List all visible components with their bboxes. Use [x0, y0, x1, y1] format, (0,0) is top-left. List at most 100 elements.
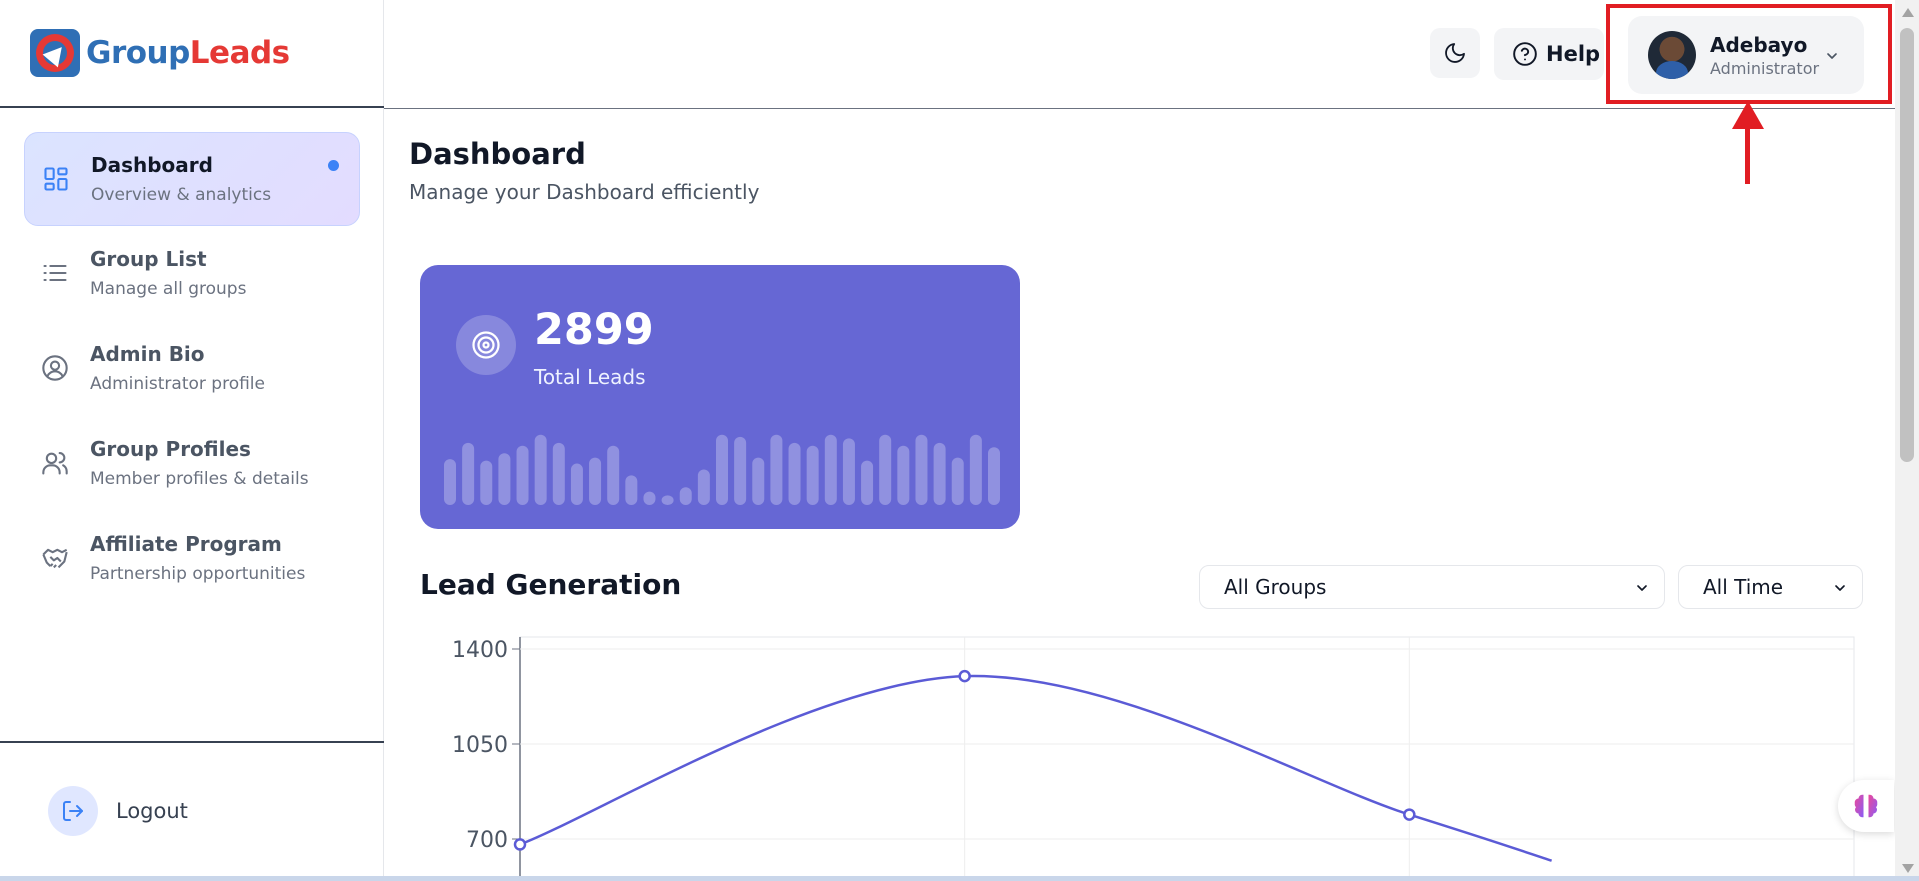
sparkline-bar: [480, 460, 493, 505]
user-name: Adebayo: [1710, 32, 1808, 57]
sparkline-bar: [716, 434, 728, 505]
user-menu-button[interactable]: Adebayo Administrator: [1628, 16, 1864, 94]
sidebar-item-title: Group Profiles: [90, 437, 251, 461]
sparkline-bar: [444, 459, 456, 505]
sidebar-item-affiliate-program[interactable]: Affiliate Program Partnership opportunit…: [24, 512, 360, 606]
main-content: Dashboard Manage your Dashboard efficien…: [384, 110, 1895, 881]
sparkline-bar: [679, 487, 692, 505]
logout-label: Logout: [116, 799, 188, 823]
sparkline-bar: [752, 457, 765, 505]
sparkline-bar: [462, 442, 475, 505]
sidebar-divider-bottom: [0, 741, 384, 743]
sparkline-bar: [534, 434, 547, 505]
user-circle-icon: [42, 355, 68, 381]
chart-y-tick-label: 1400: [452, 638, 508, 663]
brain-icon: [1854, 794, 1878, 818]
users-icon: [42, 452, 68, 475]
sidebar-item-title: Group List: [90, 247, 207, 271]
list-icon: [43, 264, 67, 282]
sparkline-bar: [607, 445, 620, 505]
sparkline-bar: [897, 445, 910, 505]
sidebar-item-title: Admin Bio: [90, 342, 205, 366]
theme-toggle-button[interactable]: [1430, 28, 1480, 78]
logout-button[interactable]: Logout: [48, 786, 188, 836]
vertical-scrollbar[interactable]: [1895, 0, 1919, 881]
sidebar: GroupLeads Dashboard Overview & analytic…: [0, 0, 384, 881]
page-subtitle: Manage your Dashboard efficiently: [409, 180, 760, 204]
active-indicator-dot: [328, 160, 339, 171]
chart-data-point[interactable]: [513, 838, 527, 851]
sidebar-item-subtitle: Overview & analytics: [91, 185, 272, 205]
sparkline-bar: [661, 495, 674, 505]
handshake-icon: [42, 548, 68, 569]
sparkline-bar: [788, 442, 801, 505]
page-title: Dashboard: [409, 137, 586, 171]
time-filter-value: All Time: [1703, 575, 1784, 599]
lead-generation-title: Lead Generation: [420, 568, 682, 601]
chart-series-line: [519, 674, 1553, 862]
sparkline-bar: [969, 434, 982, 505]
sidebar-item-title: Dashboard: [91, 153, 213, 177]
sidebar-item-group-list[interactable]: Group List Manage all groups: [24, 227, 360, 321]
sparkline-bar: [516, 445, 529, 505]
brand-name-part1: Group: [86, 35, 190, 71]
sidebar-item-subtitle: Partnership opportunities: [90, 564, 306, 584]
brand-name-part2: Leads: [189, 35, 290, 71]
chart-plot-frame: [519, 636, 1855, 881]
sparkline-bar: [915, 434, 928, 505]
group-filter-select[interactable]: All Groups: [1199, 565, 1665, 609]
sparkline-bar: [951, 457, 964, 505]
sparkline-bar: [643, 491, 656, 505]
sparkline-bar: [498, 453, 511, 505]
leads-sparkline: [444, 434, 1000, 505]
chart-data-point[interactable]: [1403, 808, 1416, 821]
scrollbar-thumb[interactable]: [1900, 28, 1914, 462]
sparkline-bar: [806, 445, 819, 505]
sparkline-bar: [589, 457, 602, 505]
target-icon: [456, 315, 516, 375]
sidebar-nav: Dashboard Overview & analytics Group Lis…: [24, 132, 360, 607]
annotation-arrow-shaft: [1745, 122, 1750, 184]
logo-mark-icon: [30, 29, 80, 77]
sparkline-bar: [770, 434, 783, 505]
help-button[interactable]: Help: [1494, 28, 1604, 80]
sparkline-bar: [570, 463, 583, 505]
sparkline-bar: [697, 469, 710, 505]
sparkline-bar: [734, 436, 747, 505]
total-leads-card: 2899 Total Leads: [420, 265, 1020, 529]
sidebar-item-subtitle: Administrator profile: [90, 374, 265, 394]
sidebar-item-admin-bio[interactable]: Admin Bio Administrator profile: [24, 322, 360, 416]
sparkline-bar: [824, 434, 837, 505]
ai-assistant-button[interactable]: [1838, 780, 1894, 832]
brand-logo[interactable]: GroupLeads: [30, 28, 290, 78]
brand-name: GroupLeads: [86, 35, 290, 71]
sidebar-item-group-profiles[interactable]: Group Profiles Member profiles & details: [24, 417, 360, 511]
chart-data-point[interactable]: [958, 669, 971, 683]
help-circle-icon: [1513, 42, 1537, 66]
total-leads-value: 2899: [534, 305, 654, 355]
grid-icon: [44, 167, 68, 191]
group-filter-value: All Groups: [1224, 575, 1327, 599]
sidebar-divider-top: [0, 106, 384, 108]
sparkline-bar: [861, 460, 874, 505]
sparkline-bar: [842, 438, 855, 505]
sparkline-bar: [552, 442, 565, 505]
scroll-down-arrow-icon[interactable]: [1902, 864, 1914, 873]
highlight-annotation-box: [1606, 4, 1892, 104]
total-leads-label: Total Leads: [534, 365, 646, 389]
sidebar-item-dashboard[interactable]: Dashboard Overview & analytics: [24, 132, 360, 226]
help-label: Help: [1546, 42, 1601, 66]
sidebar-item-subtitle: Manage all groups: [90, 279, 247, 299]
chart-y-tick-label: 700: [466, 828, 508, 853]
user-info: Adebayo Administrator: [1710, 33, 1819, 78]
bottom-edge-strip: [0, 876, 1919, 881]
lead-generation-chart: 1400 1050 700: [452, 636, 1855, 881]
top-header: Help Adebayo Administrator: [384, 0, 1895, 109]
chart-y-tick-label: 1050: [452, 733, 508, 758]
sparkline-bar: [625, 475, 638, 505]
scroll-up-arrow-icon[interactable]: [1902, 8, 1914, 17]
logout-icon: [48, 786, 98, 836]
time-filter-select[interactable]: All Time: [1678, 565, 1863, 609]
sidebar-item-subtitle: Member profiles & details: [90, 469, 309, 489]
